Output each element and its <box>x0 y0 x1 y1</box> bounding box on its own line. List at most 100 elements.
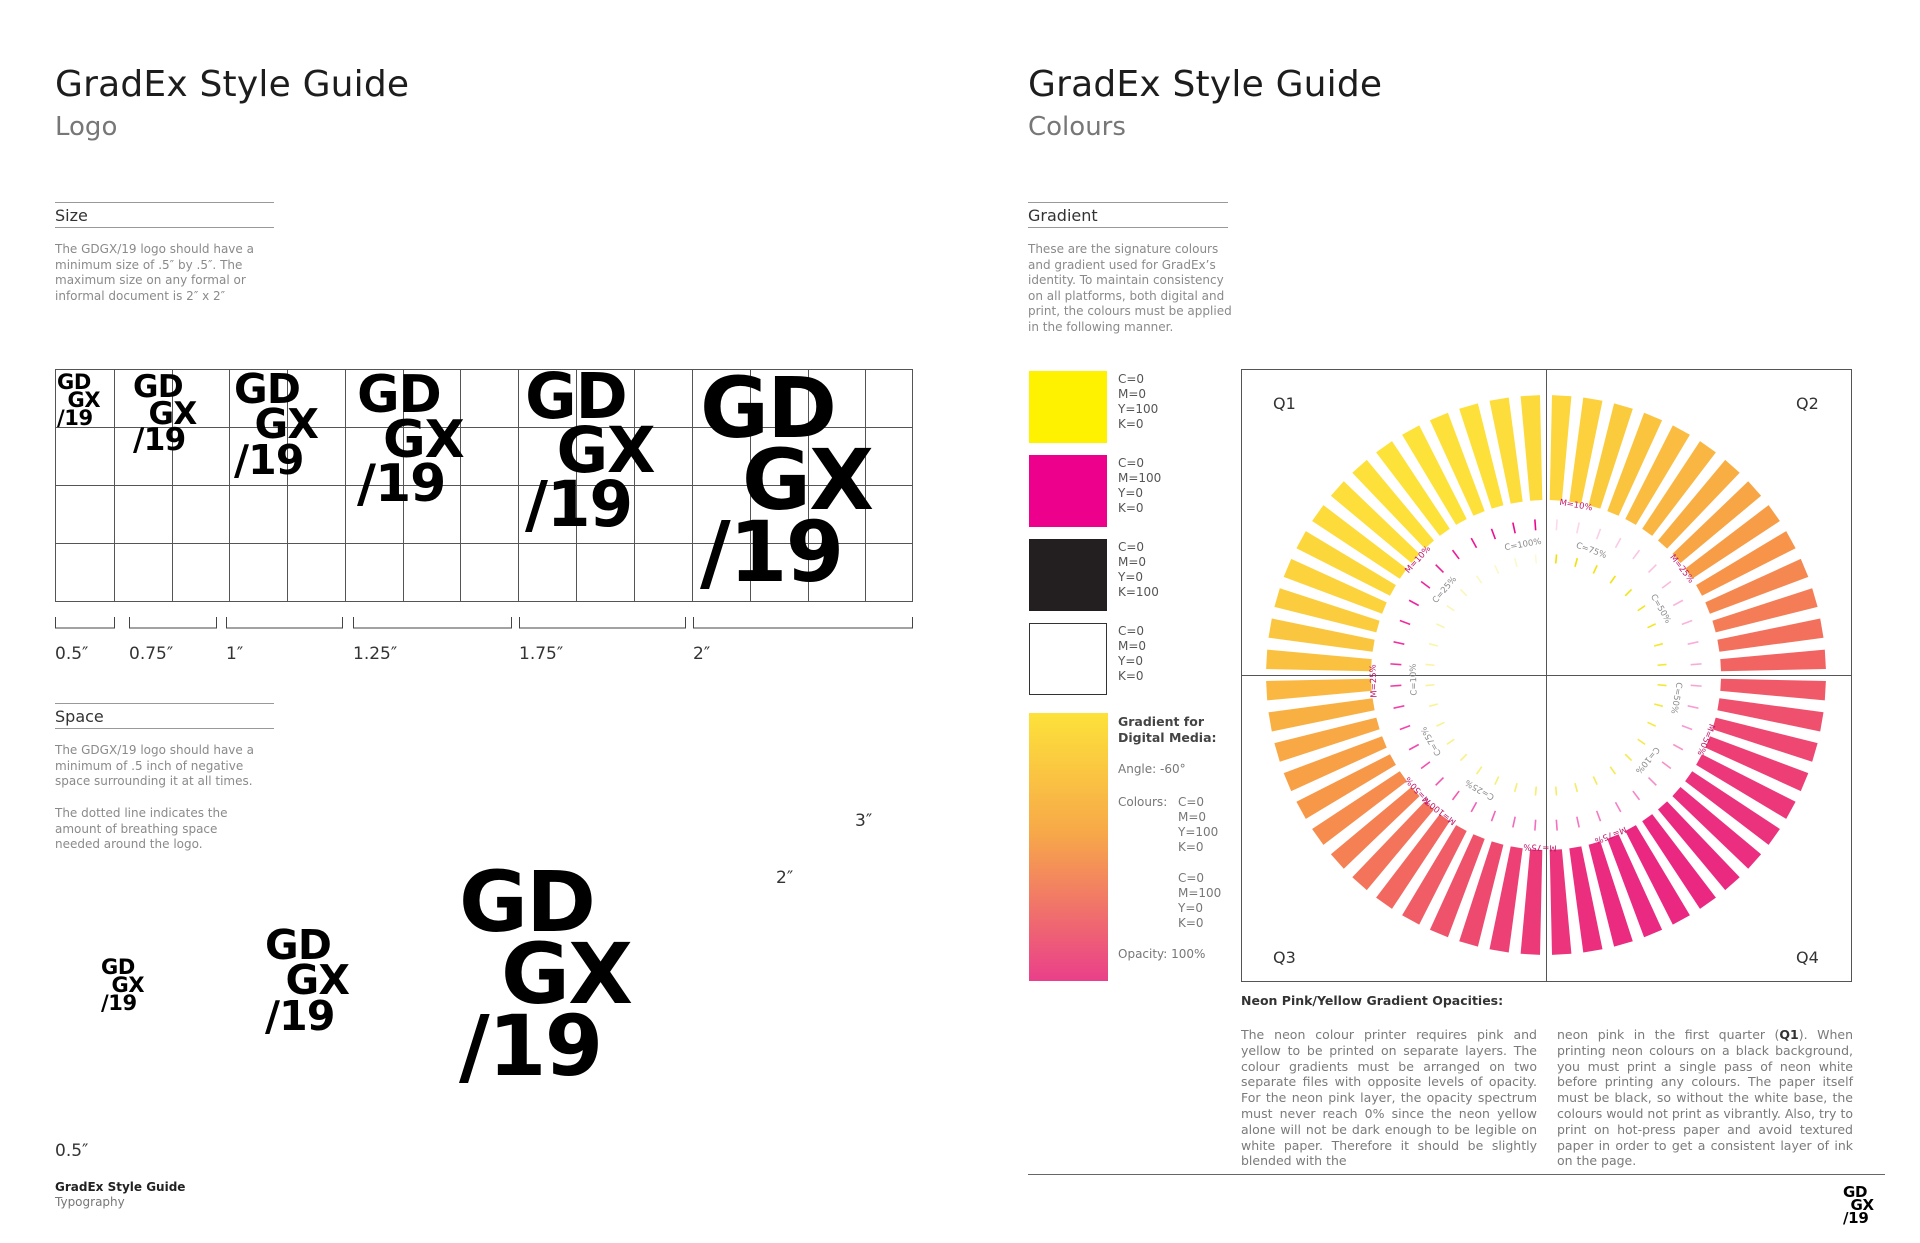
wheel-tick-pink <box>1595 810 1602 822</box>
size-heading: Size <box>55 202 274 228</box>
wheel-tick-pink <box>1512 816 1516 828</box>
logo-line-gx: GX <box>67 388 101 413</box>
wheel-bar <box>1658 801 1740 891</box>
dim-space-0-5: 0.5″ <box>55 1141 89 1161</box>
wheel-bar <box>1352 459 1434 549</box>
wheel-tick-pink <box>1576 816 1580 828</box>
wheel-tick-yellow <box>1574 782 1579 793</box>
wheel-tick-yellow <box>1475 766 1483 775</box>
wheel-tick-pink <box>1534 519 1537 531</box>
swatch-pink-values: C=0 M=100 Y=0 K=0 <box>1118 456 1162 515</box>
wheel-tick-pink <box>1420 761 1431 770</box>
neon-body-col2-a: neon pink in the first quarter ( <box>1557 1027 1780 1042</box>
wheel-tick-yellow <box>1534 554 1538 564</box>
dim-0-5: 0.5″ <box>55 644 89 664</box>
gradient-opacity: Opacity: 100% <box>1118 947 1206 961</box>
wheel-tick-pink <box>1490 810 1497 822</box>
wheel-tick-yellow <box>1653 642 1664 647</box>
logo-line-gx: GX <box>254 400 319 449</box>
wheel-tick-pink <box>1661 580 1672 589</box>
wheel-bar <box>1672 787 1762 869</box>
wheel-tick-pink <box>1435 564 1445 574</box>
space-body-1: The GDGX/19 logo should have a minimum o… <box>55 743 254 788</box>
footer-title: GradEx Style Guide <box>55 1180 186 1194</box>
wheel-bar <box>1312 771 1407 845</box>
wheel-tick-pink <box>1408 599 1420 607</box>
logo-space-1: GD GX /19 <box>265 924 350 1040</box>
wheel-tick-yellow <box>1425 663 1435 667</box>
wheel-tick-yellow <box>1609 575 1617 584</box>
logo-line-gx: GX <box>501 925 633 1024</box>
logo-line-19: /19 <box>1843 1208 1869 1227</box>
wheel-bar <box>1549 395 1572 501</box>
space-body-2: The dotted line indicates the amount of … <box>55 806 228 851</box>
wheel-bar <box>1296 531 1396 596</box>
wheel-bar <box>1672 481 1762 563</box>
logo-line-gx: GX <box>556 414 656 488</box>
logo-line-19: /19 <box>265 991 335 1040</box>
logo-line-gd: GD <box>234 365 301 413</box>
wheel-bar <box>1352 801 1434 891</box>
wheel-bar <box>1685 771 1780 845</box>
wheel-tick-pink <box>1470 801 1478 813</box>
neon-body-col2: neon pink in the first quarter (Q1). Whe… <box>1557 1027 1853 1169</box>
logo-size-0-5: GD GX /19 <box>57 371 101 428</box>
wheel-bar <box>1685 505 1780 579</box>
wheel-bar <box>1642 814 1716 909</box>
quadrant-q1: Q1 <box>1273 394 1296 413</box>
wheel-bar <box>1266 649 1372 672</box>
wheel-tick-pink <box>1672 599 1684 607</box>
wheel-bar <box>1720 649 1826 672</box>
dim-space-3: 3″ <box>855 811 873 831</box>
wheel-ring-label: M=25% <box>1369 664 1380 698</box>
wheel-ring-label: C=10% <box>1409 663 1420 695</box>
swatch-white-values: C=0 M=0 Y=0 K=0 <box>1118 624 1147 683</box>
wheel-bar <box>1283 558 1387 614</box>
wheel-tick-pink <box>1687 641 1699 645</box>
wheel-bar <box>1625 825 1690 925</box>
logo-size-1: GD GX /19 <box>234 365 319 480</box>
wheel-bar <box>1268 618 1375 652</box>
logo-line-gx: GX <box>285 956 350 1005</box>
wheel-tick-yellow <box>1609 766 1617 775</box>
logo-line-gd: GD <box>1843 1183 1868 1201</box>
logo-size-1-75: GD GX /19 <box>525 365 656 537</box>
wheel-tick-yellow <box>1428 703 1439 708</box>
wheel-bar <box>1274 588 1380 633</box>
wheel-tick-pink <box>1393 641 1405 645</box>
wheel-bar <box>1402 425 1467 525</box>
wheel-bar <box>1569 846 1603 953</box>
wheel-tick-pink <box>1534 819 1537 831</box>
wheel-tick-yellow <box>1637 738 1646 746</box>
wheel-tick-yellow <box>1624 753 1633 762</box>
wheel-tick-pink <box>1555 519 1558 531</box>
wheel-bar <box>1658 459 1740 549</box>
neon-heading: Neon Pink/Yellow Gradient Opacities: <box>1241 993 1504 1008</box>
gradient-body: These are the signature colours and grad… <box>1028 242 1232 334</box>
wheel-tick-yellow <box>1513 782 1518 793</box>
logo-size-1-25: GD GX /19 <box>357 365 465 510</box>
wheel-bar <box>1642 441 1716 536</box>
wheel-tick-pink <box>1672 743 1684 751</box>
wheel-bar <box>1459 403 1504 509</box>
wheel-bar <box>1312 505 1407 579</box>
dim-1-25: 1.25″ <box>353 644 398 664</box>
neon-body-col1: The neon colour printer requires pink an… <box>1241 1027 1537 1169</box>
wheel-bar <box>1266 678 1372 701</box>
wheel-bar <box>1268 698 1375 732</box>
logo-line-gd: GD <box>459 853 596 951</box>
wheel-tick-pink <box>1681 724 1693 731</box>
wheel-tick-yellow <box>1494 776 1500 786</box>
wheel-bar <box>1569 397 1603 504</box>
gradient-colours-2: C=0 M=100 Y=0 K=0 <box>1178 871 1222 930</box>
logo-line-gd: GD <box>357 365 442 425</box>
wheel-tick-pink <box>1399 724 1411 731</box>
wheel-bar <box>1625 425 1690 525</box>
dim-space-2: 2″ <box>776 868 794 888</box>
page-title-right: GradEx Style Guide <box>1028 64 1383 105</box>
wheel-bar <box>1330 787 1420 869</box>
wheel-tick-yellow <box>1446 738 1455 746</box>
logo-line-gx: GX <box>742 431 874 530</box>
logo-size-2: GD GX /19 <box>700 366 874 595</box>
dim-2: 2″ <box>693 644 711 664</box>
